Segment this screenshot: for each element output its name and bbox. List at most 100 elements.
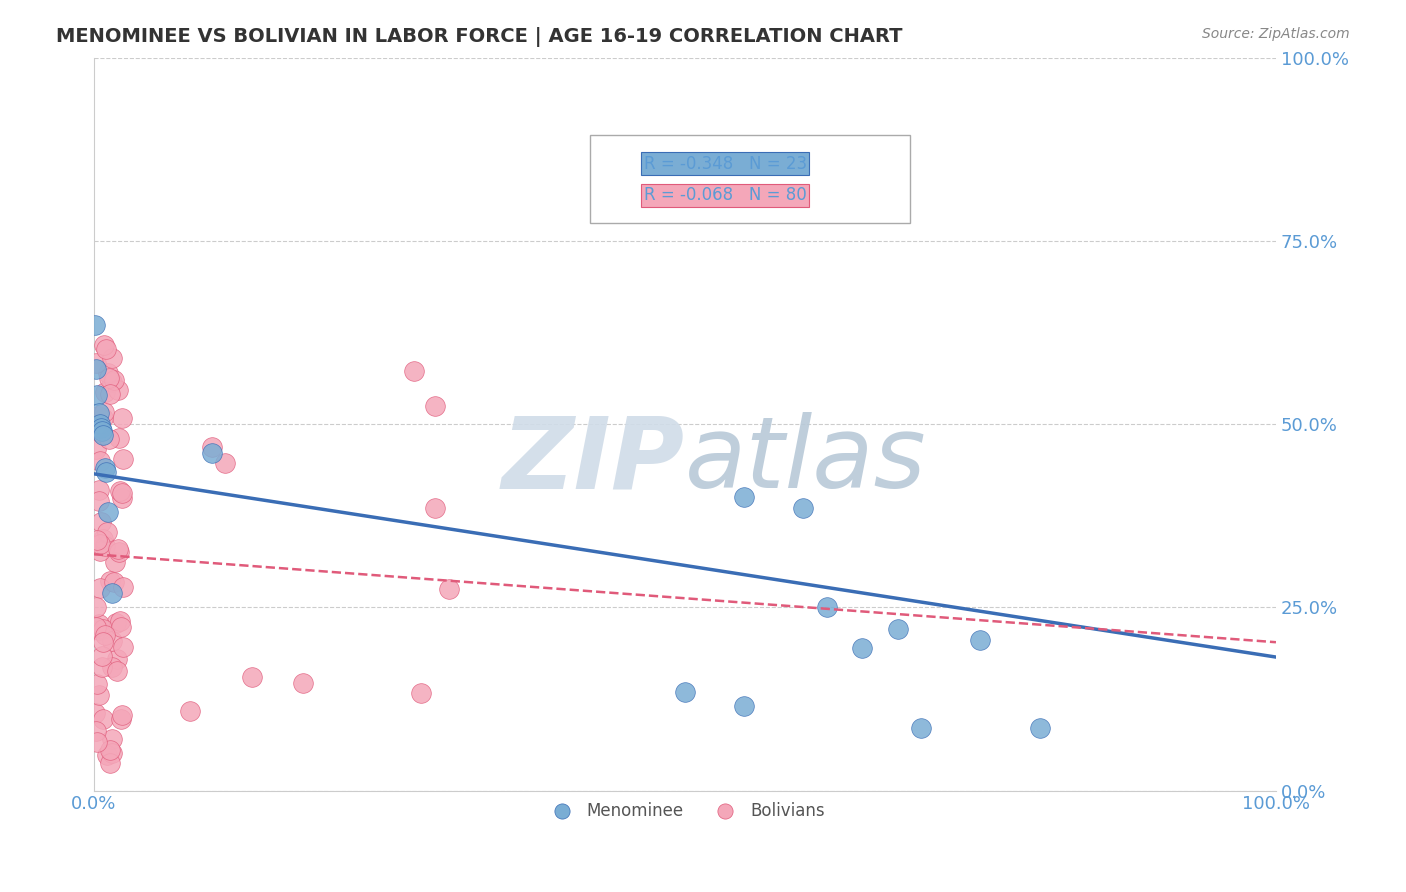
Point — [84, 442, 107, 456]
Point — [792, 501, 814, 516]
Point — [84, 600, 107, 615]
Text: ZIP: ZIP — [502, 412, 685, 509]
Point — [97, 505, 120, 519]
Point — [87, 409, 110, 423]
Point — [110, 614, 132, 628]
Legend: Menominee, Bolivians: Menominee, Bolivians — [538, 795, 832, 826]
Point — [87, 617, 110, 632]
Text: R = -0.348   N = 23: R = -0.348 N = 23 — [644, 155, 807, 173]
Point — [93, 461, 115, 475]
Point — [214, 456, 236, 470]
Point — [98, 386, 121, 401]
Point — [90, 421, 112, 435]
Point — [111, 410, 134, 425]
Point — [93, 428, 115, 442]
Point — [101, 746, 124, 760]
Point — [91, 410, 114, 425]
Point — [86, 533, 108, 548]
Point — [969, 633, 991, 648]
Point — [437, 582, 460, 596]
Point — [87, 483, 110, 497]
Point — [91, 622, 114, 636]
Point — [910, 721, 932, 735]
FancyBboxPatch shape — [591, 135, 910, 223]
Point — [107, 542, 129, 557]
Point — [87, 494, 110, 508]
Point — [111, 580, 134, 594]
Point — [423, 501, 446, 516]
Point — [84, 724, 107, 739]
Point — [851, 640, 873, 655]
Point — [111, 491, 134, 505]
Point — [733, 699, 755, 714]
Point — [404, 364, 426, 378]
Point — [201, 440, 224, 454]
Point — [89, 581, 111, 595]
Point — [86, 388, 108, 402]
Point — [94, 465, 117, 479]
Text: R = -0.068   N = 80: R = -0.068 N = 80 — [644, 186, 806, 204]
Point — [84, 706, 107, 720]
Point — [110, 713, 132, 727]
Point — [107, 431, 129, 445]
Point — [86, 735, 108, 749]
Point — [179, 705, 201, 719]
Point — [89, 454, 111, 468]
Point — [101, 376, 124, 390]
Point — [107, 545, 129, 559]
Point — [98, 743, 121, 757]
Point — [673, 684, 696, 698]
Point — [111, 451, 134, 466]
Point — [90, 516, 112, 530]
Point — [1028, 721, 1050, 735]
Point — [101, 731, 124, 746]
Point — [733, 491, 755, 505]
Point — [89, 417, 111, 431]
Point — [94, 343, 117, 357]
Point — [94, 539, 117, 553]
Point — [103, 373, 125, 387]
Point — [86, 677, 108, 691]
Point — [96, 525, 118, 540]
Point — [96, 747, 118, 762]
Point — [84, 362, 107, 376]
Point — [91, 659, 114, 673]
Point — [84, 318, 107, 333]
Point — [886, 623, 908, 637]
Point — [94, 385, 117, 400]
Point — [91, 533, 114, 547]
Point — [112, 640, 135, 654]
Point — [101, 633, 124, 648]
Point — [86, 355, 108, 369]
Point — [100, 660, 122, 674]
Point — [111, 486, 134, 500]
Point — [91, 649, 114, 664]
Point — [89, 537, 111, 551]
Point — [97, 371, 120, 385]
Point — [89, 688, 111, 702]
Point — [84, 620, 107, 634]
Point — [104, 616, 127, 631]
Point — [240, 670, 263, 684]
Point — [98, 756, 121, 770]
Point — [91, 635, 114, 649]
Point — [101, 351, 124, 366]
Point — [93, 338, 115, 352]
Point — [89, 425, 111, 439]
Point — [201, 446, 224, 460]
Point — [103, 574, 125, 589]
Text: atlas: atlas — [685, 412, 927, 509]
Point — [93, 404, 115, 418]
Point — [107, 383, 129, 397]
Point — [98, 432, 121, 446]
Text: MENOMINEE VS BOLIVIAN IN LABOR FORCE | AGE 16-19 CORRELATION CHART: MENOMINEE VS BOLIVIAN IN LABOR FORCE | A… — [56, 27, 903, 46]
Point — [423, 399, 446, 413]
Point — [291, 675, 314, 690]
Point — [104, 555, 127, 569]
Point — [815, 600, 838, 615]
Point — [89, 544, 111, 558]
Point — [411, 686, 433, 700]
Point — [105, 652, 128, 666]
Point — [110, 620, 132, 634]
Point — [94, 628, 117, 642]
